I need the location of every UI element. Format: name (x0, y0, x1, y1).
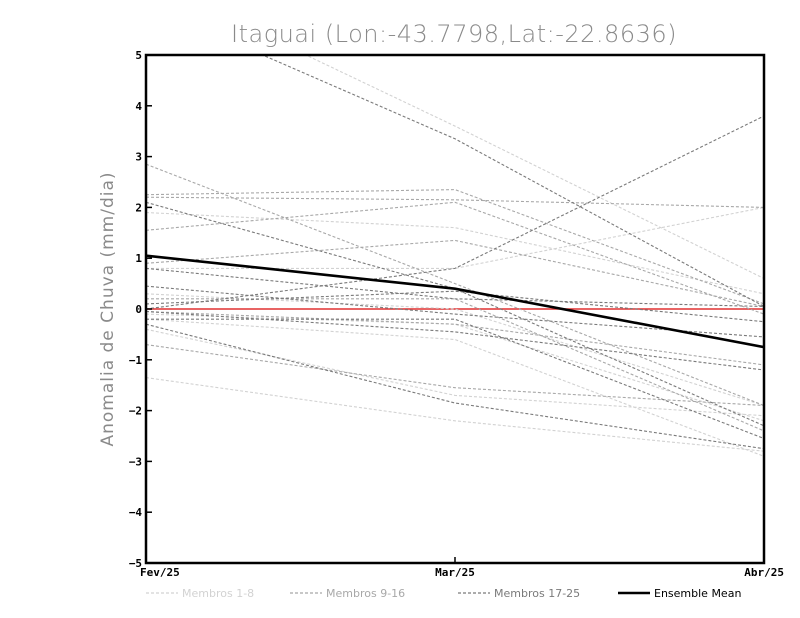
member-series-line (146, 323, 764, 450)
legend-label: Membros 9-16 (326, 587, 405, 600)
y-tick-label: 1 (135, 252, 142, 265)
member-series-line (146, 290, 764, 323)
x-tick-label: Mar/25 (435, 566, 475, 579)
y-tick-label: −2 (129, 405, 142, 418)
legend-label: Ensemble Mean (654, 587, 741, 600)
y-tick-label: 5 (135, 49, 142, 62)
member-series-line (146, 298, 764, 432)
member-series-line (146, 377, 764, 452)
series-layer (146, 55, 764, 457)
y-axis: −5 −4 −3 −2 −1 0 1 2 3 4 5 (129, 49, 152, 570)
legend-label: Membros 1-8 (182, 587, 254, 600)
mean-layer (146, 254, 764, 349)
member-series-line (146, 310, 764, 366)
member-series-line (304, 55, 764, 279)
y-axis-label: Anomalia de Chuva (mm/dia) (98, 171, 118, 446)
member-series-line (146, 201, 764, 315)
y-tick-label: −1 (129, 354, 143, 367)
member-series-line (261, 55, 764, 307)
y-tick-label: −5 (129, 557, 142, 570)
member-series-line (146, 196, 764, 208)
member-series-line (146, 344, 764, 407)
y-tick-label: 4 (135, 100, 142, 113)
member-series-line (146, 163, 764, 407)
y-tick-label: −4 (129, 506, 143, 519)
member-series-line (146, 293, 764, 407)
y-tick-label: −3 (129, 455, 142, 468)
x-tick-label: Abr/25 (744, 566, 784, 579)
member-series-line (146, 239, 764, 308)
ensemble-mean-line (146, 254, 764, 349)
x-axis: Fev/25 Mar/25 Abr/25 (140, 557, 784, 579)
member-series-line (146, 310, 764, 371)
member-series-line (146, 211, 764, 295)
chart-title: Itaguai (Lon:-43.7798,Lat:-22.8636) (231, 20, 677, 48)
member-series-line (146, 328, 764, 417)
member-series-line (146, 115, 764, 310)
y-tick-label: 2 (135, 201, 142, 214)
y-tick-label: 3 (135, 151, 142, 164)
member-series-line (146, 285, 764, 338)
y-tick-label: 0 (135, 303, 142, 316)
member-series-line (146, 206, 764, 269)
member-series-line (146, 318, 764, 440)
legend: Membros 1-8 Membros 9-16 Membros 17-25 Ense… (146, 587, 741, 600)
member-series-line (146, 267, 764, 308)
x-tick-label: Fev/25 (140, 566, 180, 579)
legend-label: Membros 17-25 (494, 587, 580, 600)
